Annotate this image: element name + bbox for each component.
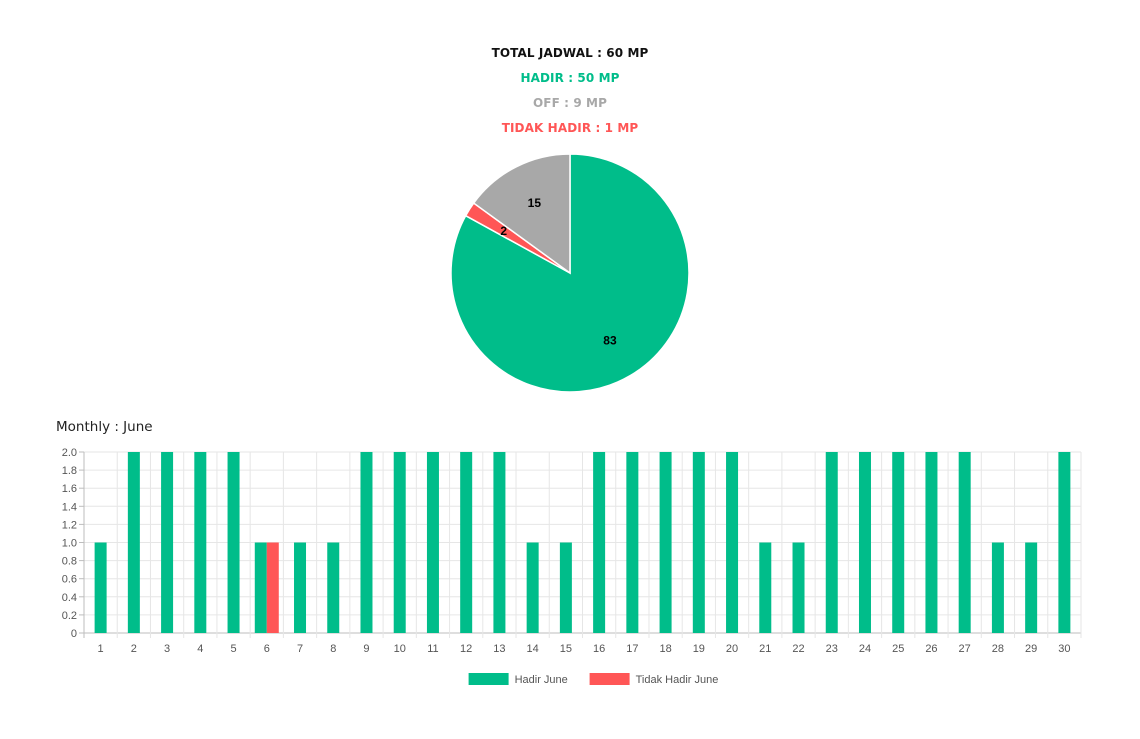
bar-hadir-june-day-30[interactable] (1058, 452, 1071, 633)
bar-hadir-june-day-27[interactable] (958, 452, 971, 633)
bar-hadir-june-day-12[interactable] (460, 452, 473, 633)
y-tick-label: 0.8 (62, 556, 77, 568)
bar-hadir-june-day-25[interactable] (892, 452, 905, 633)
x-tick-label: 18 (659, 643, 671, 655)
bar-hadir-june-day-26[interactable] (925, 452, 938, 633)
total-schedule-label: TOTAL JADWAL : 60 MP (491, 46, 649, 60)
x-tick-label: 8 (330, 643, 336, 655)
y-tick-label: 0.4 (62, 592, 77, 604)
monthly-title: Monthly : June (56, 419, 153, 435)
bar-hadir-june-day-28[interactable] (991, 542, 1004, 634)
attendance-pie-chart: 83 2 15 (450, 153, 690, 393)
legend-swatch[interactable] (468, 673, 509, 685)
bar-hadir-june-day-5[interactable] (227, 452, 240, 633)
y-tick-label: 0.2 (62, 610, 77, 622)
legend-label[interactable]: Tidak Hadir June (636, 674, 719, 686)
x-tick-label: 24 (859, 643, 871, 655)
legend-label[interactable]: Hadir June (515, 674, 568, 686)
x-tick-label: 23 (826, 643, 838, 655)
y-tick-label: 1.0 (62, 538, 77, 550)
x-tick-label: 9 (363, 643, 369, 655)
monthly-bar-chart: 00.20.40.60.81.01.21.41.61.82.01 2 3 4 5 6 7 8 9… (62, 447, 1082, 686)
bar-hadir-june-day-18[interactable] (659, 452, 672, 633)
bar-hadir-june-day-4[interactable] (194, 452, 207, 633)
bar-hadir-june-day-8[interactable] (327, 542, 340, 634)
bar-hadir-june-day-7[interactable] (294, 542, 307, 634)
x-tick-label: 14 (527, 643, 539, 655)
present-count-label: HADIR : 50 MP (520, 71, 620, 85)
pie-slice-value-label: 2 (500, 224, 507, 238)
x-tick-label: 26 (925, 643, 937, 655)
pie-slice-off[interactable] (472, 153, 571, 275)
x-tick-label: 3 (164, 643, 170, 655)
x-tick-label: 28 (992, 643, 1004, 655)
bar-hadir-june-day-3[interactable] (161, 452, 174, 633)
x-tick-label: 1 (98, 643, 104, 655)
bar-hadir-june-day-24[interactable] (858, 452, 871, 633)
off-count-label: OFF : 9 MP (532, 96, 607, 110)
x-tick-label: 20 (726, 643, 738, 655)
bar-hadir-june-day-16[interactable] (593, 452, 606, 633)
bar-hadir-june-day-2[interactable] (127, 452, 140, 633)
x-tick-label: 19 (693, 643, 705, 655)
x-tick-label: 30 (1058, 643, 1070, 655)
bar-hadir-june-day-6[interactable] (254, 542, 267, 634)
attendance-summary: TOTAL JADWAL : 60 MP HADIR : 50 MP OFF :… (0, 43, 1140, 143)
x-tick-label: 13 (493, 643, 505, 655)
x-tick-label: 12 (460, 643, 472, 655)
x-tick-label: 2 (131, 643, 137, 655)
x-tick-label: 29 (1025, 643, 1037, 655)
y-tick-label: 1.2 (62, 519, 77, 531)
y-tick-label: 1.8 (62, 465, 77, 477)
bar-hadir-june-day-19[interactable] (692, 452, 705, 633)
bar-hadir-june-day-29[interactable] (1025, 542, 1038, 634)
legend-swatch[interactable] (589, 673, 630, 685)
bar-hadir-june-day-23[interactable] (825, 452, 838, 633)
y-tick-label: 2.0 (62, 447, 77, 459)
x-tick-label: 15 (560, 643, 572, 655)
y-tick-label: 1.4 (62, 501, 77, 513)
x-tick-label: 4 (197, 643, 203, 655)
x-tick-label: 5 (230, 643, 236, 655)
bar-hadir-june-day-15[interactable] (559, 542, 572, 634)
x-tick-label: 27 (959, 643, 971, 655)
x-tick-label: 7 (297, 643, 303, 655)
y-tick-label: 1.6 (62, 483, 77, 495)
pie-slice-value-label: 83 (603, 334, 617, 348)
bar-hadir-june-day-11[interactable] (426, 452, 439, 633)
bar-hadir-june-day-21[interactable] (759, 542, 772, 634)
x-tick-label: 21 (759, 643, 771, 655)
x-tick-label: 17 (626, 643, 638, 655)
y-tick-label: 0 (71, 628, 77, 640)
bar-hadir-june-day-1[interactable] (94, 542, 107, 634)
x-tick-label: 10 (394, 643, 406, 655)
bar-tidak-hadir-june-day-6[interactable] (266, 542, 279, 634)
bar-hadir-june-day-9[interactable] (360, 452, 373, 633)
x-tick-label: 11 (427, 643, 438, 655)
bar-hadir-june-day-17[interactable] (626, 452, 639, 633)
pie-slice-value-label: 15 (528, 196, 542, 210)
bar-hadir-june-day-22[interactable] (792, 542, 805, 634)
x-tick-label: 16 (593, 643, 605, 655)
y-tick-label: 0.6 (62, 574, 77, 586)
bar-hadir-june-day-14[interactable] (526, 542, 539, 634)
x-tick-label: 22 (792, 643, 804, 655)
bar-hadir-june-day-20[interactable] (726, 452, 739, 633)
x-tick-label: 6 (264, 643, 270, 655)
absent-count-label: TIDAK HADIR : 1 MP (501, 121, 639, 135)
x-tick-label: 25 (892, 643, 904, 655)
bar-hadir-june-day-10[interactable] (393, 452, 406, 633)
bar-hadir-june-day-13[interactable] (493, 452, 506, 633)
